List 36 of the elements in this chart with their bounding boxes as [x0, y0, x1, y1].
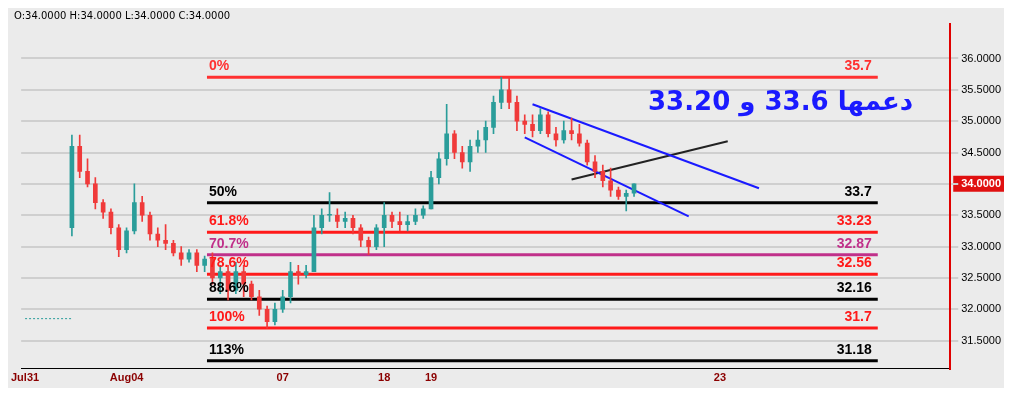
x-tick-label: Aug04: [109, 371, 145, 384]
y-tick-label: 36.0000: [961, 51, 1001, 64]
candlestick: [397, 211, 403, 232]
y-tick-label: 35.5000: [961, 82, 1001, 95]
x-tick-label: 18: [378, 371, 391, 384]
ref-line-label: 35.7: [844, 57, 872, 74]
annotation: 70.7%: [208, 234, 250, 251]
ref-line-label: 32.87: [836, 234, 872, 251]
y-tick-label: 34.0000: [961, 176, 1001, 189]
annotation: 61.8%: [208, 211, 250, 228]
annotation: دعمها 33.6 و 33.20: [648, 86, 914, 116]
annotation: 113%: [208, 340, 245, 357]
ref-line-label: 33.7: [844, 182, 872, 199]
x-tick-label: Jul31: [10, 371, 40, 384]
annotation: 100%: [208, 307, 246, 324]
y-tick-label: 35.0000: [961, 114, 1001, 127]
y-tick-label: 34.5000: [961, 145, 1001, 158]
annotation: 50%: [208, 182, 238, 199]
x-tick-label: 23: [713, 371, 727, 384]
ref-line-label: 32.16: [836, 279, 872, 296]
x-tick-label: 07: [276, 371, 289, 384]
ref-line-label: 31.18: [836, 340, 872, 357]
text: O:34.0000 H:34.0000 L:34.0000 C:34.0000: [14, 10, 231, 21]
y-tick-label: 33.5000: [961, 208, 1001, 221]
ref-line-label: 33.23: [836, 211, 872, 228]
x-tick-label: 19: [424, 371, 438, 384]
ref-line-label: 31.7: [844, 307, 872, 324]
candlestick: [623, 189, 629, 212]
ref-line-label: 32.56: [836, 254, 872, 270]
y-tick-label: 31.5000: [961, 333, 1001, 346]
y-tick-label: 32.0000: [961, 302, 1001, 315]
y-tick-label: 33.0000: [961, 239, 1001, 252]
y-tick-label: 32.5000: [961, 270, 1001, 283]
annotation: 0%: [208, 57, 230, 74]
candlestick: [295, 265, 301, 285]
candlestick: [522, 114, 528, 135]
